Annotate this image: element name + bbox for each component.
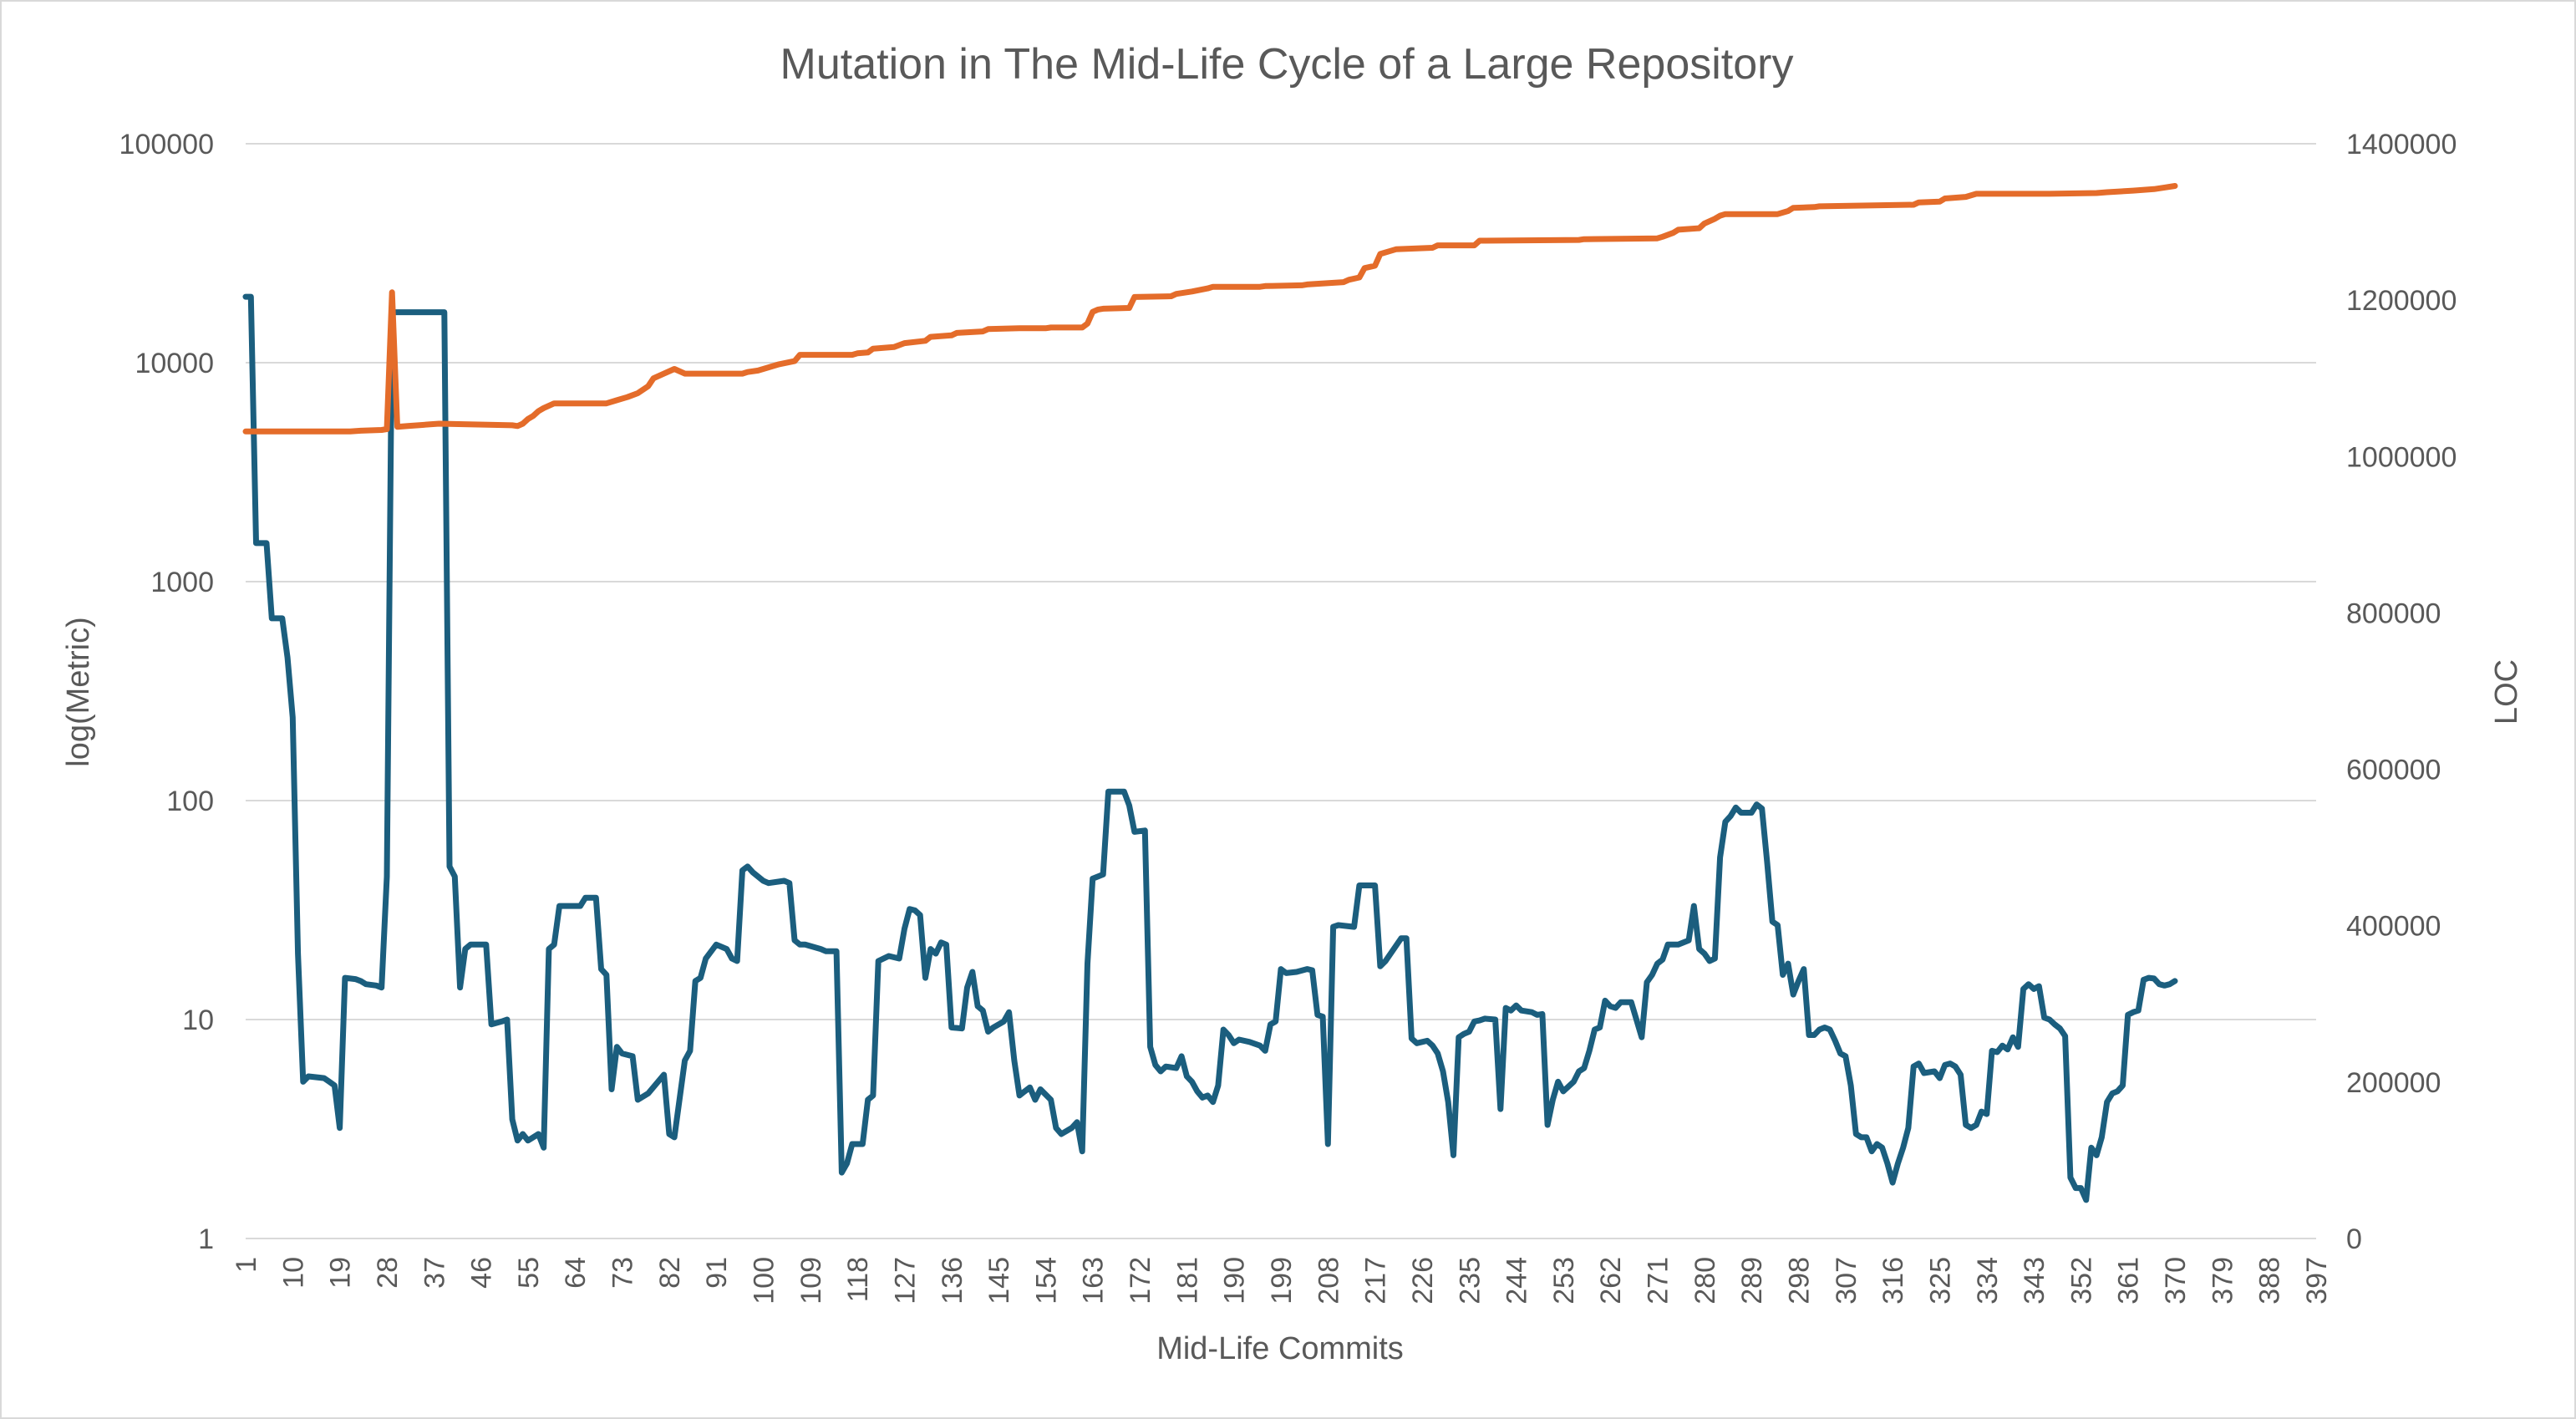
left-axis-title: log(Metric) [61, 617, 96, 766]
right-tick-label: 1000000 [2346, 441, 2457, 473]
series-line-metric [242, 293, 2178, 1203]
x-tick-label: 307 [1831, 1257, 1862, 1305]
x-tick-label: 379 [2207, 1257, 2238, 1305]
x-tick-label: 109 [795, 1257, 827, 1305]
left-tick-label: 10000 [135, 348, 214, 379]
right-tick-label: 0 [2346, 1223, 2362, 1255]
series-layer [242, 183, 2178, 1203]
x-tick-label: 64 [560, 1257, 592, 1289]
x-tick-label: 217 [1360, 1257, 1392, 1305]
x-tick-label: 361 [2113, 1257, 2145, 1305]
left-tick-label: 1 [198, 1223, 214, 1255]
x-tick-label: 10 [277, 1257, 309, 1289]
x-tick-label: 55 [513, 1257, 545, 1289]
x-tick-label: 127 [889, 1257, 921, 1305]
left-tick-label: 100 [166, 786, 214, 817]
right-tick-label: 200000 [2346, 1067, 2441, 1099]
x-tick-label: 370 [2160, 1257, 2192, 1305]
x-tick-label: 325 [1924, 1257, 1956, 1305]
x-tick-label: 1 [231, 1257, 262, 1273]
x-tick-label: 271 [1643, 1257, 1674, 1305]
x-tick-label: 262 [1595, 1257, 1627, 1305]
x-tick-label: 136 [937, 1257, 968, 1305]
x-tick-label: 37 [419, 1257, 450, 1289]
left-tick-label: 1000 [150, 567, 214, 598]
x-tick-label: 190 [1219, 1257, 1251, 1305]
x-tick-label: 91 [701, 1257, 733, 1289]
x-tick-label: 289 [1736, 1257, 1768, 1305]
x-tick-label: 226 [1407, 1257, 1439, 1305]
x-tick-label: 199 [1266, 1257, 1298, 1305]
x-tick-label: 253 [1548, 1257, 1580, 1305]
x-tick-label: 172 [1125, 1257, 1156, 1305]
x-tick-label: 154 [1030, 1257, 1062, 1305]
x-axis-ticks: 1 10 19 28 37 46 55 64 73 82 91 100 109 118 127 136 145 1… [231, 1257, 2333, 1305]
x-tick-label: 298 [1784, 1257, 1816, 1305]
left-tick-label: 10 [182, 1004, 214, 1036]
x-tick-label: 46 [466, 1257, 498, 1289]
right-tick-label: 600000 [2346, 755, 2441, 786]
x-tick-label: 352 [2065, 1257, 2097, 1305]
right-tick-label: 800000 [2346, 598, 2441, 629]
x-tick-label: 208 [1313, 1257, 1344, 1305]
x-tick-label: 100 [749, 1257, 780, 1305]
left-tick-label: 100000 [119, 129, 214, 160]
x-axis-title: Mid-Life Commits [1156, 1331, 1404, 1366]
right-axis-ticks: 0 200000 400000 600000 800000 1000000 1200000 1… [2346, 129, 2457, 1255]
x-tick-label: 181 [1171, 1257, 1203, 1305]
gridlines [246, 143, 2316, 1239]
x-tick-label: 145 [983, 1257, 1015, 1305]
series-line-loc [242, 183, 2178, 435]
right-tick-label: 400000 [2346, 911, 2441, 943]
x-tick-label: 73 [607, 1257, 639, 1289]
chart-title: Mutation in The Mid-Life Cycle of a Larg… [780, 40, 1794, 89]
x-tick-label: 244 [1501, 1257, 1533, 1305]
x-tick-label: 334 [1972, 1257, 2004, 1305]
x-tick-label: 235 [1454, 1257, 1486, 1305]
x-tick-label: 388 [2254, 1257, 2286, 1305]
x-tick-label: 280 [1689, 1257, 1721, 1305]
x-tick-label: 28 [372, 1257, 404, 1289]
x-tick-label: 343 [2019, 1257, 2050, 1305]
x-tick-label: 397 [2301, 1257, 2333, 1305]
right-axis-title: LOC [2489, 659, 2524, 725]
x-tick-label: 316 [1877, 1257, 1909, 1305]
x-tick-label: 163 [1078, 1257, 1110, 1305]
x-tick-label: 82 [654, 1257, 686, 1289]
x-tick-label: 118 [842, 1257, 874, 1302]
x-tick-label: 19 [325, 1257, 357, 1289]
right-tick-label: 1400000 [2346, 129, 2457, 160]
right-tick-label: 1200000 [2346, 285, 2457, 317]
left-axis-ticks: 1 10 100 1000 10000 100000 [119, 129, 214, 1255]
